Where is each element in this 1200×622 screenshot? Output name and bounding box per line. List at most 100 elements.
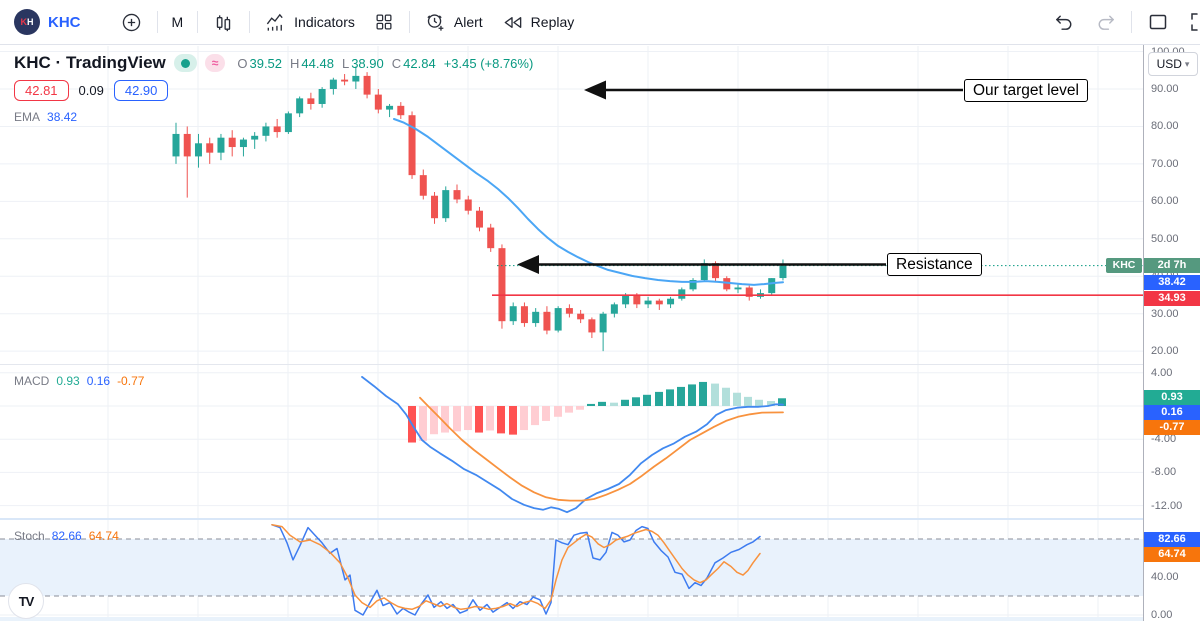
candle-body (419, 175, 427, 196)
macd-histogram-bar (632, 397, 640, 406)
ohlc-values: O 39.52 H 44.48 L 38.90 C 42.84 +3.45 (+8.76… (237, 56, 533, 71)
candle-body (318, 89, 326, 104)
axis-badge: 2d 7h (1144, 258, 1200, 273)
candle-body (206, 143, 214, 153)
layout-grid-button[interactable] (364, 5, 404, 39)
candle-body (554, 308, 562, 331)
resistance-callout[interactable]: Resistance (887, 253, 982, 276)
approx-data-icon[interactable]: ≈ (204, 54, 226, 72)
axis-tick: 90.00 (1151, 83, 1179, 95)
stoch-legend[interactable]: Stoch 82.66 64.74 (14, 529, 119, 543)
open-value: 39.52 (249, 55, 283, 71)
stoch-k-line (271, 524, 761, 616)
price-legend: KHC · TradingView ≈ O 39.52 H 44.48 L 38.90… (14, 53, 533, 124)
axis-tick: 0.00 (1151, 609, 1173, 621)
symbol-name[interactable]: KHC (48, 13, 81, 31)
macd-legend[interactable]: MACD 0.93 0.16 -0.77 (14, 374, 144, 388)
macd-histogram-bar (677, 386, 685, 406)
low-value: 38.90 (351, 55, 384, 71)
candle-body (610, 304, 618, 314)
stoch-d-line (271, 524, 761, 611)
toolbar-separator (197, 11, 199, 33)
candle-body (374, 94, 382, 110)
macd-line-value: 0.16 (86, 374, 111, 388)
ask-price-button[interactable]: 42.90 (113, 80, 169, 101)
alert-label: Alert (453, 14, 483, 30)
ema-label[interactable]: EMA (14, 110, 41, 124)
candle-body (644, 300, 652, 305)
candle-body (700, 263, 708, 280)
currency-label: USD (1156, 57, 1182, 71)
macd-histogram-bar (655, 391, 663, 406)
replay-button[interactable]: Replay (492, 5, 584, 39)
candle-body (341, 79, 349, 82)
grid-icon (376, 14, 392, 30)
axis-tick: 30.00 (1151, 307, 1179, 320)
axis-tick: -12.00 (1151, 499, 1183, 512)
axis-tick: -4.00 (1151, 433, 1177, 446)
chart-style-button[interactable] (203, 5, 244, 39)
indicators-button[interactable]: Indicators (255, 5, 364, 39)
candle-body (431, 195, 439, 219)
undo-button[interactable] (1044, 5, 1085, 39)
candle-body (543, 311, 551, 331)
bid-price-button[interactable]: 42.81 (14, 80, 69, 101)
candle-body (329, 79, 337, 89)
stoch-band (0, 539, 1143, 596)
macd-signal-line (419, 396, 784, 502)
candle-body (734, 287, 742, 290)
target-level-callout[interactable]: Our target level (964, 79, 1088, 102)
macd-histogram-bar (688, 384, 696, 406)
macd-histogram-bar (598, 401, 606, 406)
candle-body (655, 300, 663, 305)
candle-body (678, 289, 686, 299)
square-icon (1149, 14, 1167, 30)
chevron-down-icon: ▾ (1184, 58, 1190, 69)
save-layout-button[interactable] (1137, 5, 1179, 39)
macd-histogram-bar (621, 399, 629, 406)
candle-body (453, 190, 461, 200)
macd-histogram-bar (531, 406, 539, 426)
candle-body (723, 278, 731, 290)
toolbar-right-group (1044, 5, 1200, 39)
tradingview-logo[interactable]: TV (8, 583, 44, 619)
pane-separator[interactable] (0, 518, 1200, 520)
undo-icon (1056, 15, 1072, 30)
macd-histogram-bar (464, 406, 472, 431)
candle-body (183, 133, 191, 157)
candle-body (577, 313, 585, 320)
change-value: +3.45 (+8.76%) (443, 55, 534, 71)
candle-body (262, 126, 270, 136)
interval-button[interactable]: M (171, 14, 184, 30)
candle-body (588, 319, 596, 333)
axis-tick: 40.00 (1151, 571, 1179, 583)
stoch-k-value: 82.66 (51, 529, 82, 543)
axis-badge: 38.42 (1144, 275, 1200, 290)
pane-separator[interactable] (0, 364, 1200, 365)
market-status-icon[interactable] (173, 54, 197, 72)
candle-body (363, 75, 371, 95)
fullscreen-button[interactable] (1179, 5, 1200, 39)
macd-histogram-bar (497, 406, 505, 434)
macd-histogram-bar (722, 387, 730, 406)
bottom-edge (0, 617, 1200, 621)
price-axis[interactable]: USD ▾ 100.0090.0080.0070.0060.0050.0040.… (1143, 45, 1200, 621)
plus-circle-icon (122, 13, 140, 31)
macd-histogram-bar (711, 383, 719, 406)
redo-button[interactable] (1085, 5, 1126, 39)
macd-histogram-bar (441, 406, 449, 433)
compare-add-button[interactable] (111, 5, 152, 39)
toolbar-separator (249, 11, 251, 33)
status-dot-icon (180, 58, 190, 68)
candle-body (464, 199, 472, 211)
candle-body (689, 279, 697, 290)
currency-selector[interactable]: USD ▾ (1148, 52, 1198, 76)
axis-tick: 50.00 (1151, 232, 1179, 245)
macd-histogram-bar (767, 401, 775, 406)
chart-title[interactable]: KHC · TradingView (14, 53, 166, 72)
alert-button[interactable]: Alert (415, 5, 492, 39)
